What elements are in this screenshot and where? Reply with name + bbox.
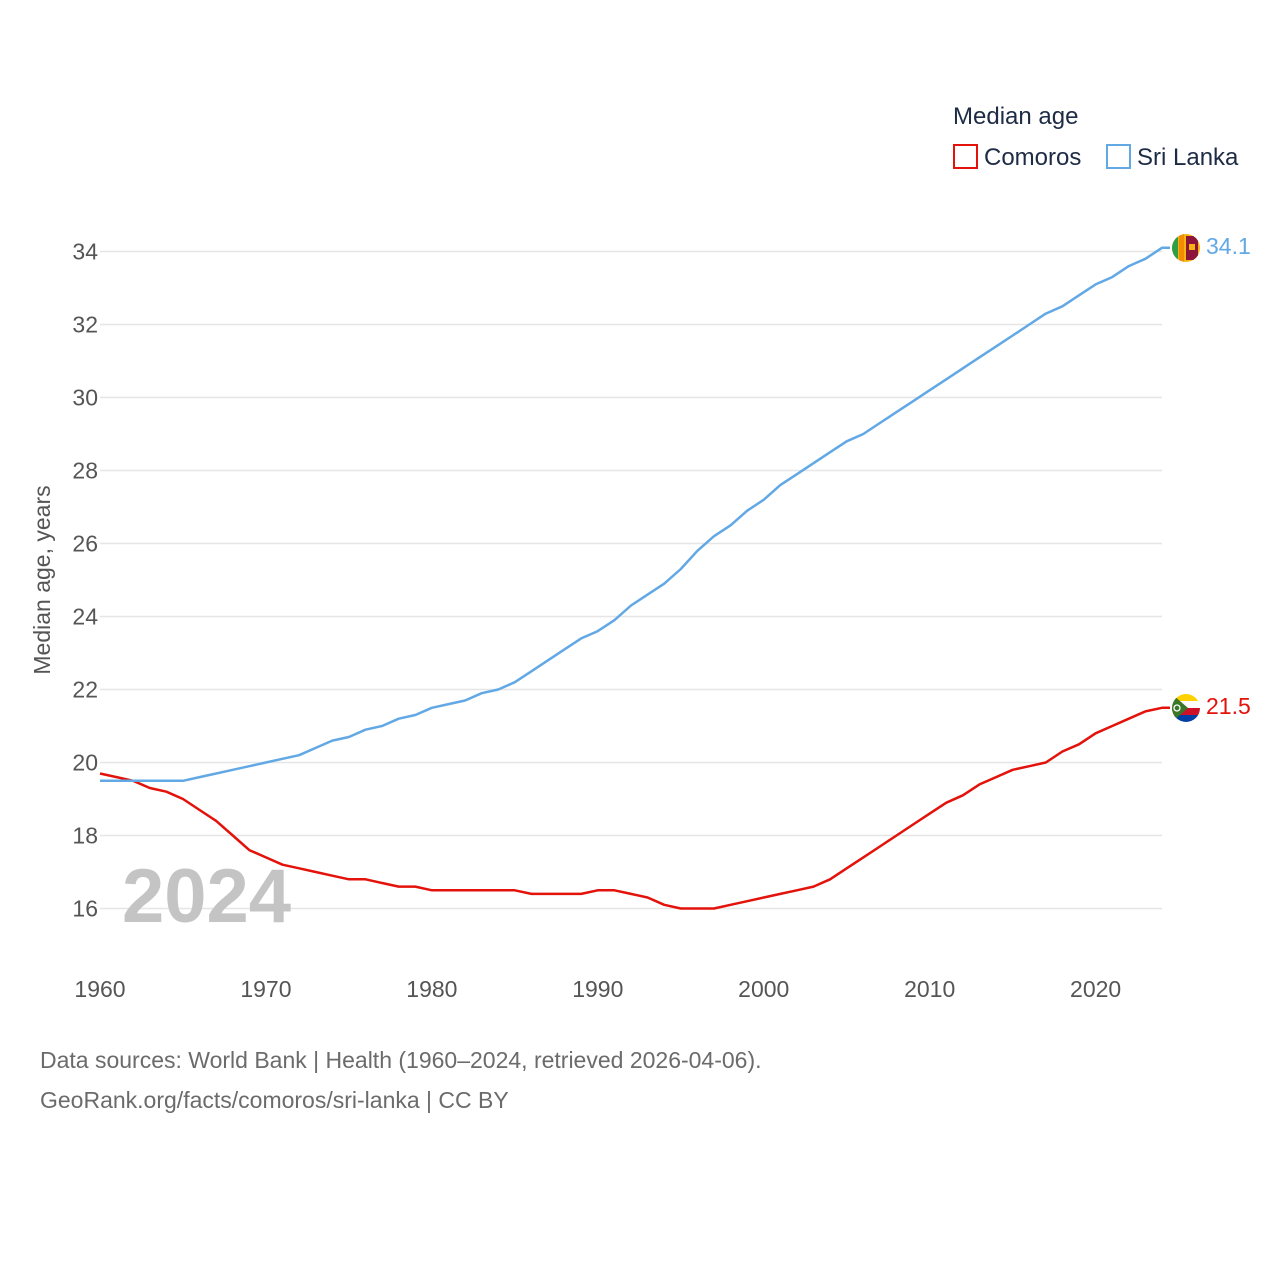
year-watermark: 2024 (122, 854, 291, 939)
x-axis-ticks: 1960 1970 1980 1990 2000 2010 2020 (74, 976, 1121, 1002)
comoros-flag-icon (1172, 694, 1200, 722)
footer-attribution: GeoRank.org/facts/comoros/sri-lanka | CC… (40, 1087, 509, 1113)
median-age-chart: Median age Comoros Sri Lanka 16 18 20 22 24 2… (29, 103, 1251, 1002)
legend: Median age Comoros Sri Lanka (953, 103, 1239, 171)
x-tick-label: 1980 (406, 976, 457, 1002)
x-tick-label: 2010 (904, 976, 955, 1002)
y-axis-title: Median age, years (29, 485, 55, 674)
end-label-comoros: 21.5 (1206, 693, 1251, 719)
y-tick-label: 30 (72, 385, 98, 411)
legend-label-comoros[interactable]: Comoros (984, 144, 1081, 171)
series-lines (99, 246, 1170, 910)
x-tick-label: 1970 (240, 976, 291, 1002)
y-tick-label: 34 (72, 239, 98, 265)
sri-lanka-flag-icon (1172, 234, 1200, 262)
series-line-comoros[interactable] (99, 706, 1170, 910)
legend-label-sri-lanka[interactable]: Sri Lanka (1137, 144, 1239, 171)
legend-swatch-sri-lanka[interactable] (1106, 144, 1131, 169)
y-tick-label: 32 (72, 312, 98, 338)
gridlines (100, 250, 1162, 910)
x-tick-label: 2000 (738, 976, 789, 1002)
y-tick-label: 26 (72, 531, 98, 557)
y-tick-label: 24 (72, 604, 98, 630)
y-tick-label: 20 (72, 750, 98, 776)
y-tick-label: 16 (72, 896, 98, 922)
y-tick-label: 28 (72, 458, 98, 484)
y-tick-label: 22 (72, 677, 98, 703)
x-tick-label: 1990 (572, 976, 623, 1002)
x-tick-label: 1960 (74, 976, 125, 1002)
footer-sources: Data sources: World Bank | Health (1960–… (40, 1047, 762, 1073)
y-tick-label: 18 (72, 823, 98, 849)
series-line-sri-lanka[interactable] (100, 246, 1170, 783)
x-tick-label: 2020 (1070, 976, 1121, 1002)
end-label-sri-lanka: 34.1 (1206, 233, 1251, 259)
y-axis-ticks: 16 18 20 22 24 26 28 30 32 34 (72, 239, 98, 922)
legend-title: Median age (953, 103, 1078, 130)
legend-swatch-comoros[interactable] (953, 144, 978, 169)
